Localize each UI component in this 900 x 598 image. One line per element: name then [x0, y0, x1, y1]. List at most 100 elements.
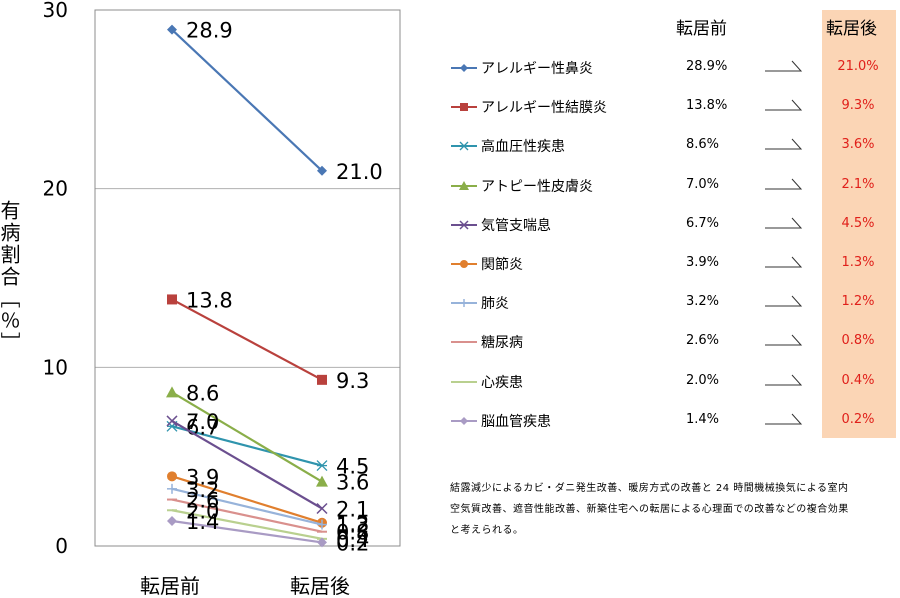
legend-marker: [451, 220, 477, 230]
data-label: 2.6: [186, 489, 219, 513]
legend-header-before: 転居前: [676, 19, 727, 39]
legend-row: 関節炎 3.9% 1.3%: [450, 252, 900, 276]
legend-marker: [451, 64, 477, 72]
data-label: 0.4: [336, 528, 369, 552]
legend-label: アレルギー性鼻炎: [481, 61, 593, 77]
series-糖尿病: 2.6 0.8: [167, 489, 369, 545]
series-line: [171, 487, 323, 526]
data-point: [167, 294, 177, 305]
legend-row: アトピー性皮膚炎 7.0% 2.1%: [450, 174, 900, 198]
x-tick-label: 転居前: [140, 574, 200, 598]
legend-row: 肺炎 3.2% 1.2%: [450, 291, 900, 315]
legend-marker-symbol: [460, 64, 468, 72]
series-アトピー性皮膚炎: 8.6 3.6: [166, 381, 369, 495]
legend-after-value: 1.2%: [841, 294, 875, 310]
legend-marker: [451, 299, 477, 308]
legend-row: 心疾患 2.0% 0.4%: [450, 370, 900, 394]
data-label: 6.7: [186, 415, 219, 439]
series-line: [171, 475, 323, 524]
legend-label: 肺炎: [481, 296, 509, 313]
data-point: [317, 519, 327, 530]
series-気管支喘息: 7.0 2.1: [166, 410, 369, 521]
data-label: 8.6: [186, 381, 219, 405]
data-label: 4.5: [336, 455, 369, 479]
trend-arrow-icon: [765, 256, 803, 268]
series-line: [171, 498, 323, 533]
legend-label: アトピー性皮膚炎: [481, 178, 593, 195]
legend-before-value: 3.2%: [686, 294, 720, 310]
legend-label: 関節炎: [481, 257, 523, 273]
series-肺炎: 3.2 1.2: [167, 478, 369, 538]
legend-row: アレルギー性結膜炎 13.8% 9.3%: [450, 95, 900, 119]
data-point: [316, 475, 328, 487]
data-label: 7.0: [186, 410, 219, 434]
data-label: 21.0: [336, 160, 383, 184]
trend-arrow-icon: [765, 374, 803, 386]
y-tick-label: 30: [43, 0, 68, 22]
series-アレルギー性結膜炎: 13.8 9.3: [167, 288, 369, 393]
trend-arrow-icon: [765, 178, 803, 190]
data-point: [167, 24, 177, 35]
data-point: [167, 471, 177, 482]
legend-marker: [451, 103, 477, 112]
legend-marker-symbol: [459, 220, 469, 230]
data-point: [317, 537, 327, 548]
data-label: 2.0: [186, 499, 219, 523]
data-label: 1.4: [186, 510, 219, 534]
series-高血圧性疾患: 6.7 4.5: [166, 415, 369, 479]
legend-after-value: 0.2%: [841, 411, 875, 427]
legend-marker-symbol: [460, 416, 468, 425]
plot-area-border: [94, 9, 401, 547]
legend-after-value: 0.8%: [841, 333, 875, 349]
series-心疾患: 2.0 0.4: [167, 499, 369, 552]
legend-after-value: 2.1%: [841, 176, 875, 192]
legend-after-value: 21.0%: [837, 59, 879, 74]
legend-header-after: 転居後: [826, 19, 877, 39]
trend-arrow-icon: [765, 413, 803, 425]
trend-arrow-icon: [765, 335, 803, 346]
explanatory-note: 結露減少によるカビ・ダニ発生改善、暖房方式の改善と 24 時間機械換気による室内…: [450, 483, 849, 536]
series-脳血管疾患: 1.4 0.2: [167, 510, 369, 555]
legend-marker: [451, 380, 477, 383]
trend-arrow-icon: [765, 99, 803, 111]
data-point: [316, 502, 328, 515]
data-label: 1.2: [336, 514, 369, 538]
legend-marker-symbol: [460, 103, 468, 112]
legend-label: 脳血管疾患: [481, 413, 551, 430]
data-label: 2.1: [336, 497, 369, 521]
data-point: [166, 415, 178, 427]
legend-marker-symbol: [459, 180, 469, 190]
trend-arrow-icon: [765, 60, 803, 72]
series-関節炎: 3.9 1.3: [167, 465, 369, 536]
legend-label: 気管支喘息: [481, 217, 551, 234]
legend-marker: [451, 341, 477, 344]
legend-label: 高血圧性疾患: [481, 139, 565, 156]
series-line: [171, 298, 323, 381]
y-tick-label: 0: [55, 534, 68, 558]
legend-before-value: 6.7%: [686, 215, 720, 231]
legend-label: 心疾患: [481, 374, 523, 391]
data-label: 9.3: [336, 369, 369, 393]
legend-row: 糖尿病 2.6% 0.8%: [450, 330, 900, 354]
series-line: [171, 391, 323, 483]
y-tick-label: 20: [43, 177, 68, 201]
legend-row: 気管支喘息 6.7% 4.5%: [450, 213, 900, 237]
legend-after-value: 0.4%: [841, 372, 875, 388]
series-アレルギー性鼻炎: 28.9 21.0: [167, 19, 383, 184]
data-point: [317, 165, 327, 176]
legend-marker-symbol: [459, 141, 469, 151]
legend-after-value: 9.3%: [841, 98, 875, 114]
y-tick-label: 10: [43, 355, 68, 379]
data-label: 13.8: [186, 288, 233, 312]
trend-arrow-icon: [765, 295, 803, 307]
legend-marker: [451, 260, 477, 268]
after-column-highlight: [822, 10, 896, 438]
legend-label: 糖尿病: [481, 335, 523, 352]
legend-row: アレルギー性鼻炎 28.9% 21.0%: [450, 56, 900, 80]
series-line: [171, 28, 323, 172]
legend-before-value: 2.0%: [686, 372, 720, 388]
data-label: 28.9: [186, 19, 233, 43]
data-point: [166, 386, 178, 398]
legend-marker: [451, 180, 477, 190]
legend-after-value: 3.6%: [841, 137, 875, 153]
